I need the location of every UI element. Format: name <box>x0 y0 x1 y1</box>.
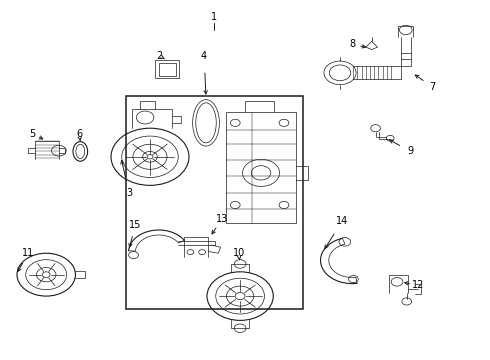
Text: 14: 14 <box>336 216 348 226</box>
Text: 9: 9 <box>408 147 414 157</box>
Text: 4: 4 <box>201 51 207 61</box>
Text: 11: 11 <box>22 248 34 258</box>
Text: 7: 7 <box>429 82 436 92</box>
Text: 2: 2 <box>156 51 162 61</box>
Bar <box>225 112 296 223</box>
Bar <box>125 96 303 309</box>
Text: 5: 5 <box>29 129 35 139</box>
Text: 1: 1 <box>211 13 218 22</box>
Text: 6: 6 <box>76 129 82 139</box>
Text: 3: 3 <box>126 188 132 198</box>
Text: 8: 8 <box>349 39 355 49</box>
Text: 15: 15 <box>129 220 142 230</box>
Text: 12: 12 <box>412 280 424 291</box>
Bar <box>155 60 179 78</box>
Text: 10: 10 <box>233 248 245 258</box>
Bar <box>159 63 175 76</box>
Text: 13: 13 <box>216 214 228 224</box>
